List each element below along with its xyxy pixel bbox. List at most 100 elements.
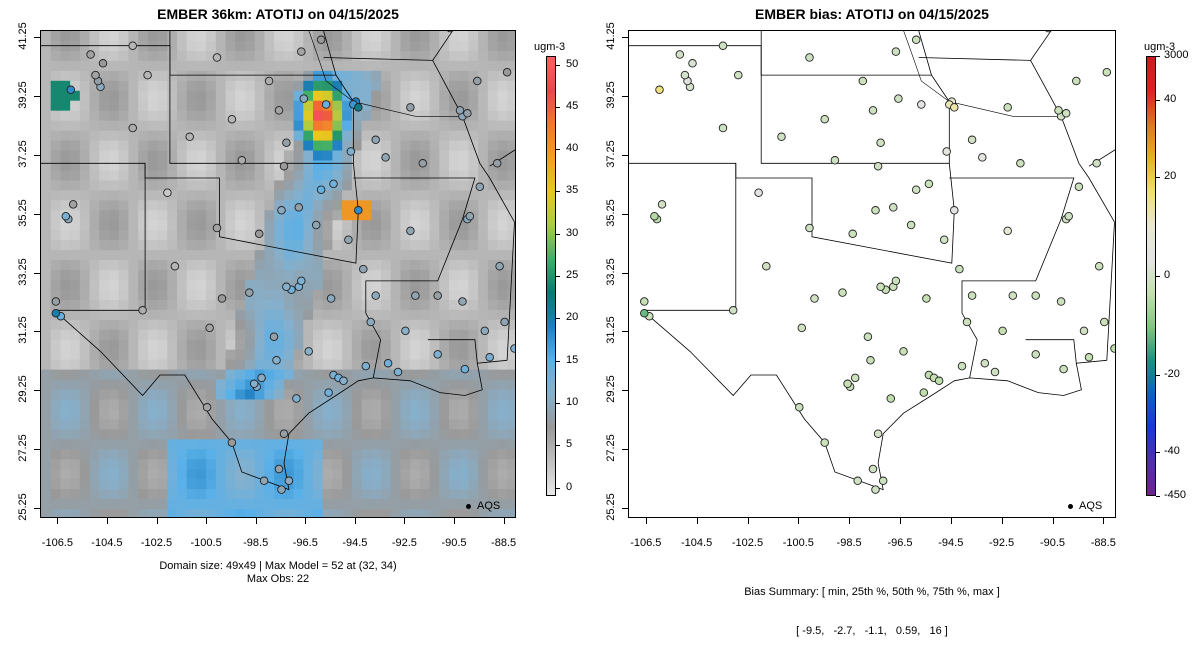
grid-cell <box>303 240 314 251</box>
grid-cell <box>507 40 515 52</box>
grid-cell <box>177 399 188 411</box>
grid-cell <box>118 479 130 490</box>
aqs-station <box>795 403 804 412</box>
grid-cell <box>381 409 392 421</box>
grid-cell <box>332 120 343 132</box>
grid-cell <box>293 270 304 281</box>
grid-cell <box>274 190 285 201</box>
grid-cell <box>390 379 402 391</box>
grid-cell <box>429 150 440 162</box>
grid-cell <box>138 210 149 221</box>
grid-cell <box>254 349 266 361</box>
grid-cell <box>497 90 508 102</box>
grid-cell <box>487 120 499 132</box>
grid-cell <box>109 449 120 460</box>
grid-cell <box>322 409 334 421</box>
grid-cell <box>79 240 91 251</box>
grid-cell <box>468 230 479 241</box>
aqs-station <box>640 308 649 318</box>
grid-cell <box>381 60 392 72</box>
grid-cell <box>400 220 411 231</box>
grid-cell <box>235 309 246 321</box>
grid-cell <box>60 250 71 261</box>
grid-cell <box>283 499 295 510</box>
aqs-station <box>465 211 475 221</box>
grid-cell <box>118 160 130 172</box>
grid-cell <box>254 339 266 351</box>
grid-cell <box>342 469 353 480</box>
grid-cell <box>439 429 450 440</box>
grid-cell <box>274 499 285 510</box>
aqs-station <box>279 161 289 171</box>
grid-cell <box>400 250 411 261</box>
grid-cell <box>449 309 460 321</box>
grid-cell <box>109 509 120 517</box>
grid-cell <box>507 110 515 122</box>
grid-cell <box>400 319 411 331</box>
grid-cell <box>99 50 110 62</box>
grid-cell <box>342 389 353 401</box>
grid-cell <box>196 369 207 381</box>
grid-cell <box>313 230 324 241</box>
grid-cell <box>390 250 402 261</box>
grid-cell <box>293 319 304 331</box>
grid-cell <box>429 299 440 311</box>
grid-cell <box>41 469 52 480</box>
grid-cell <box>147 449 159 460</box>
aqs-station <box>269 332 279 341</box>
grid-cell <box>283 469 295 480</box>
grid-cell <box>439 120 450 132</box>
grid-cell <box>507 60 515 72</box>
grid-cell <box>186 499 198 510</box>
grid-cell <box>186 180 198 191</box>
grid-cell <box>186 489 198 500</box>
grid-cell <box>157 150 168 162</box>
grid-cell <box>60 329 71 341</box>
grid-cell <box>215 240 227 251</box>
grid-cell <box>439 469 450 480</box>
grid-cell <box>381 419 392 430</box>
y-tick-label: 39.25 <box>605 81 617 109</box>
grid-cell <box>497 279 508 291</box>
grid-cell <box>410 349 421 361</box>
grid-cell <box>313 110 324 122</box>
grid-cell <box>390 319 402 331</box>
grid-cell <box>118 260 130 271</box>
grid-cell <box>177 429 188 440</box>
grid-cell <box>400 190 411 201</box>
grid-cell <box>449 260 460 271</box>
grid-cell <box>138 509 149 517</box>
grid-cell <box>79 160 91 172</box>
grid-cell <box>109 260 120 271</box>
grid-cell <box>410 250 421 261</box>
grid-cell <box>361 339 372 351</box>
grid-cell <box>225 389 236 401</box>
grid-cell <box>41 379 52 391</box>
grid-cell <box>332 399 343 411</box>
grid-cell <box>449 369 460 381</box>
aqs-station <box>1102 67 1112 77</box>
grid-cell <box>487 479 499 490</box>
grid-cell <box>70 230 81 241</box>
grid-cell <box>89 190 100 201</box>
grid-cell <box>206 469 217 480</box>
grid-cell <box>128 389 139 401</box>
grid-cell <box>274 40 285 52</box>
grid-cell <box>410 230 421 241</box>
grid-cell <box>274 399 285 411</box>
aqs-station <box>797 323 807 333</box>
grid-cell <box>458 499 470 510</box>
grid-cell <box>371 40 382 52</box>
grid-cell <box>118 240 130 251</box>
grid-cell <box>157 319 168 331</box>
grid-cell <box>293 60 304 72</box>
grid-cell <box>342 190 353 201</box>
grid-cell <box>497 130 508 142</box>
grid-cell <box>507 220 515 231</box>
grid-cell <box>206 200 217 211</box>
grid-cell <box>351 150 363 162</box>
grid-cell <box>400 180 411 191</box>
grid-cell <box>177 50 188 62</box>
grid-cell <box>186 70 198 82</box>
grid-cell <box>118 449 130 460</box>
